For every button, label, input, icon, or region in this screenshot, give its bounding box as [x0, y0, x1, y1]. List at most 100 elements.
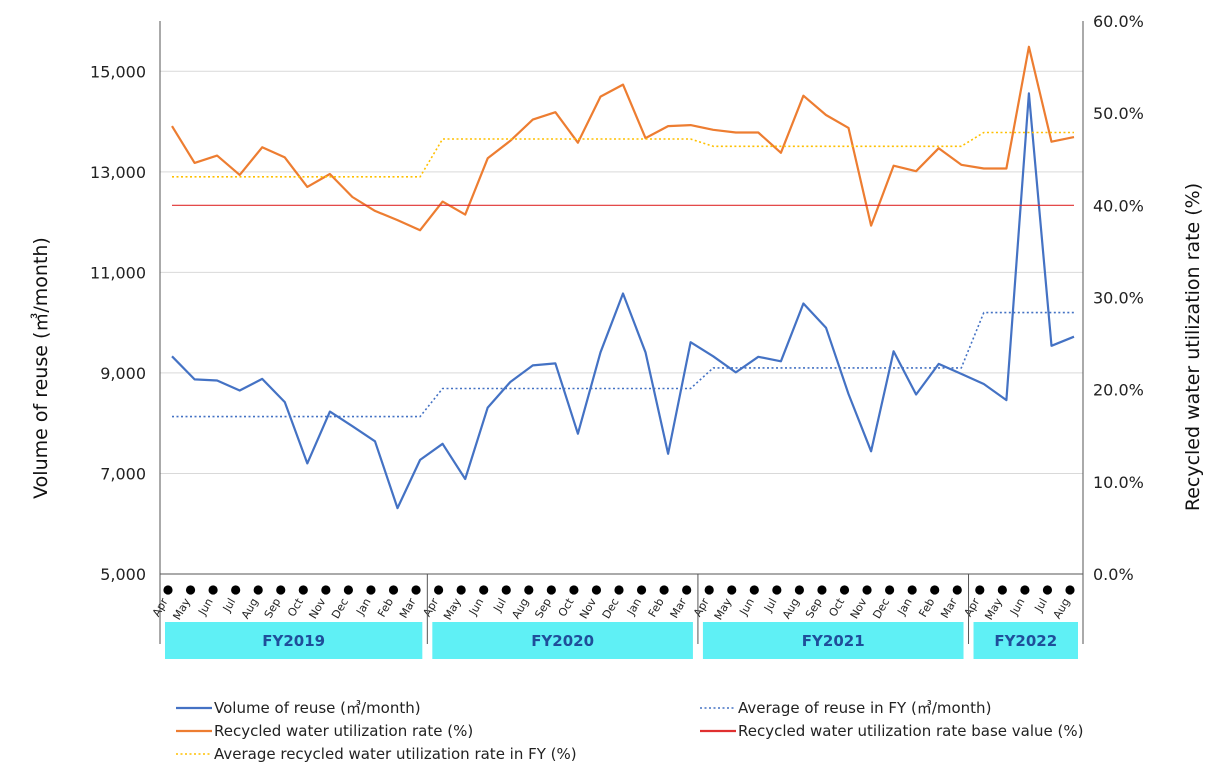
- month-tick-label: Aug: [509, 596, 531, 621]
- right-tick-label: 20.0%: [1093, 381, 1144, 400]
- month-marker: [907, 585, 917, 595]
- month-marker: [185, 585, 196, 595]
- month-tick-label: Jun: [1007, 596, 1027, 618]
- month-tick-label: Jun: [466, 596, 486, 618]
- month-marker: [727, 585, 737, 595]
- legend-label: Recycled water utilization rate base val…: [738, 722, 1083, 740]
- month-marker: [1020, 585, 1030, 595]
- month-marker: [501, 585, 511, 595]
- month-tick-label: Jan: [624, 596, 644, 618]
- fy-band: [432, 622, 693, 659]
- month-tick-label: Mar: [668, 596, 690, 621]
- month-tick-label: May: [441, 596, 464, 623]
- month-marker: [434, 585, 444, 595]
- month-tick-label: Feb: [646, 596, 667, 619]
- month-marker: [885, 585, 895, 595]
- month-tick-label: Oct: [556, 595, 577, 619]
- month-marker: [952, 585, 962, 595]
- month-tick-label: Jan: [895, 596, 915, 618]
- month-marker: [343, 585, 353, 595]
- month-tick-label: Apr: [962, 596, 983, 619]
- month-tick-label: Jul: [761, 596, 779, 615]
- month-marker: [524, 585, 534, 595]
- right-axis: 0.0% 10.0% 20.0% 30.0% 40.0% 50.0% 60.0%: [1093, 12, 1144, 584]
- left-tick-label: 15,000: [90, 62, 146, 81]
- month-tick-label: Sep: [262, 596, 284, 620]
- month-marker: [1065, 585, 1075, 595]
- series-line-0: [171, 92, 1075, 510]
- series-line-1: [172, 311, 1074, 418]
- month-marker: [321, 585, 331, 595]
- month-marker: [772, 585, 782, 595]
- month-tick-label: Feb: [916, 596, 937, 619]
- month-tick-label: May: [982, 596, 1005, 623]
- left-axis: 5,000 7,000 9,000 11,000 13,000 15,000: [90, 62, 146, 584]
- month-marker: [1042, 585, 1053, 595]
- month-marker: [682, 585, 692, 595]
- month-marker: [411, 585, 421, 595]
- month-marker: [636, 585, 647, 595]
- left-tick-label: 7,000: [100, 464, 146, 483]
- fy-band-label: FY2021: [802, 632, 865, 650]
- month-marker: [591, 585, 602, 595]
- month-tick-label: Feb: [375, 596, 396, 619]
- month-marker: [388, 585, 399, 595]
- month-tick-label: Apr: [691, 596, 712, 619]
- month-marker: [704, 585, 714, 595]
- fy-band: [165, 622, 423, 659]
- month-marker: [366, 585, 376, 595]
- right-axis-title: Recycled water utilization rate (%): [1182, 183, 1204, 511]
- month-tick-label: Sep: [532, 596, 554, 620]
- right-tick-label: 50.0%: [1093, 104, 1144, 123]
- legend-label: Recycled water utilization rate (%): [214, 722, 473, 740]
- month-marker: [231, 585, 241, 595]
- left-tick-label: 9,000: [100, 364, 146, 383]
- right-tick-label: 60.0%: [1093, 12, 1144, 31]
- plot-frame: [159, 21, 1084, 644]
- month-marker: [930, 585, 940, 595]
- month-tick-label: Jul: [1032, 596, 1050, 615]
- left-axis-title: Volume of reuse (㎥/month): [30, 237, 52, 499]
- left-tick-label: 5,000: [100, 565, 146, 584]
- legend-label: Volume of reuse (㎥/month): [214, 699, 421, 717]
- month-tick-label: Oct: [826, 595, 847, 619]
- series-line-2: [171, 45, 1075, 232]
- month-tick-label: Aug: [239, 596, 261, 621]
- month-tick-label: Apr: [150, 596, 171, 619]
- month-marker: [298, 585, 308, 595]
- month-marker: [569, 585, 579, 595]
- month-tick-label: May: [712, 596, 735, 623]
- month-tick-label: Mar: [938, 596, 960, 621]
- month-tick-label: Nov: [577, 596, 599, 622]
- month-tick-label: Jun: [737, 596, 757, 618]
- fiscal-year-bands: FY2019 FY2020 FY2021 FY2022: [165, 622, 1078, 659]
- month-tick-label: May: [171, 596, 194, 623]
- month-tick-label: Mar: [397, 596, 419, 621]
- month-tick-label: Jun: [195, 596, 215, 618]
- legend-label: Average recycled water utilization rate …: [214, 745, 577, 763]
- month-marker: [862, 585, 872, 595]
- month-marker: [975, 585, 985, 595]
- month-tick-label: Nov: [306, 596, 328, 622]
- month-marker: [456, 585, 466, 595]
- legend-label: Average of reuse in FY (㎥/month): [738, 699, 991, 717]
- month-tick-label: Oct: [285, 595, 306, 619]
- month-marker: [253, 585, 263, 595]
- month-marker: [614, 585, 624, 595]
- month-tick-label: Jul: [490, 596, 508, 615]
- month-marker: [997, 585, 1007, 595]
- month-tick-label: Dec: [600, 596, 622, 621]
- left-tick-label: 13,000: [90, 163, 146, 182]
- month-marker: [276, 585, 286, 595]
- right-tick-label: 30.0%: [1093, 289, 1144, 308]
- month-tick-label: Nov: [848, 596, 870, 622]
- month-marker: [817, 585, 827, 595]
- series-line-4: [172, 131, 1074, 178]
- month-tick-label: Dec: [329, 596, 351, 621]
- series-group: [171, 45, 1075, 510]
- month-marker: [659, 585, 669, 595]
- month-tick-label: Sep: [803, 596, 825, 620]
- right-tick-label: 40.0%: [1093, 196, 1144, 215]
- month-marker: [749, 585, 759, 595]
- month-tick-label: Apr: [420, 596, 441, 619]
